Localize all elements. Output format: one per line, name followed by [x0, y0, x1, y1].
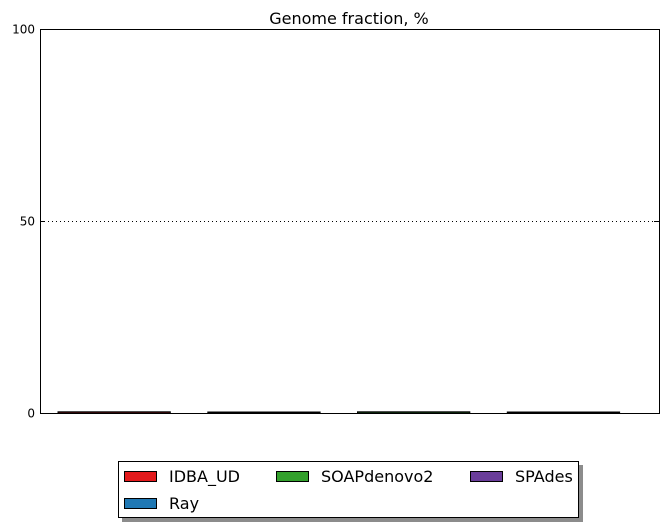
- bar-idba-ud: [57, 411, 171, 414]
- legend-label-spades: SPAdes: [515, 467, 573, 486]
- bar-spades: [506, 411, 621, 414]
- y-tick-label-50: 50: [20, 215, 35, 229]
- plot-frame: [40, 29, 660, 414]
- ticks-layer: 0 50 100: [12, 23, 659, 421]
- legend-label-soapdenovo2: SOAPdenovo2: [321, 467, 434, 486]
- legend-swatch-idba-ud: [124, 471, 157, 482]
- chart-title: Genome fraction, %: [269, 9, 429, 28]
- legend-item-idba-ud: IDBA_UD: [124, 467, 240, 486]
- bar-soapdenovo2: [357, 411, 471, 414]
- bar-ray: [207, 411, 321, 414]
- legend-label-idba-ud: IDBA_UD: [169, 467, 240, 486]
- legend-swatch-spades: [470, 471, 503, 482]
- legend-item-spades: SPAdes: [470, 467, 573, 486]
- y-tick-label-100: 100: [12, 23, 35, 37]
- legend-swatch-ray: [124, 498, 157, 509]
- bars-layer: [57, 411, 621, 414]
- legend-item-ray: Ray: [124, 494, 199, 513]
- legend-label-ray: Ray: [169, 494, 200, 513]
- legend: IDBA_UD Ray SOAPdenovo2 SPAdes: [118, 461, 579, 518]
- y-tick-label-0: 0: [27, 407, 35, 421]
- legend-item-soapdenovo2: SOAPdenovo2: [276, 467, 433, 486]
- legend-swatch-soapdenovo2: [276, 471, 309, 482]
